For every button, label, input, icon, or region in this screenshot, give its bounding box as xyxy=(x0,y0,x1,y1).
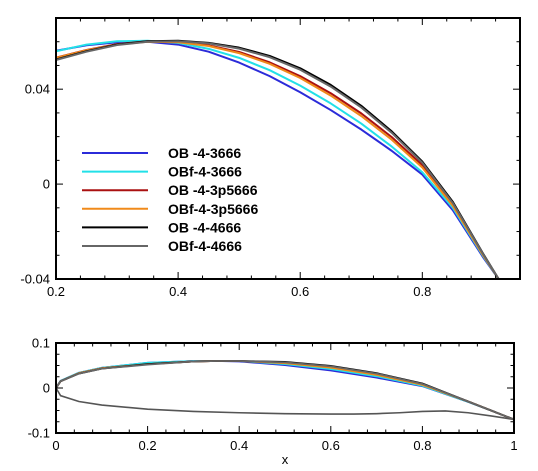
legend-label: OBf-4-3666 xyxy=(168,164,242,180)
legend-label: OBf-4-3p5666 xyxy=(168,201,258,217)
top-frame xyxy=(55,17,521,280)
x-tick-label: 0.6 xyxy=(291,284,309,299)
series-line-3 xyxy=(56,40,500,279)
x-tick-label: 0.2 xyxy=(139,438,157,453)
y-tick-label: -0.1 xyxy=(28,426,50,441)
lower-surface-line xyxy=(56,387,514,421)
x-tick-label: 1 xyxy=(510,438,517,453)
series-line-1 xyxy=(56,40,500,279)
x-tick-label: 0.4 xyxy=(230,438,248,453)
series-line-4 xyxy=(56,40,500,279)
legend-label: OBf-4-4666 xyxy=(168,238,242,254)
y-tick-label: 0 xyxy=(43,177,50,192)
zoomed-upper-surface-chart: 0.2 0.4 0.6 0.8 -0.04 0 0.04 OB -4-3666 OBf-4-36… xyxy=(20,17,521,299)
full-airfoil-chart: 0 0.2 0.4 0.6 0.8 1-0.100.1x xyxy=(28,336,518,468)
bottom-plot-area xyxy=(56,360,514,421)
y-tick-label: 0.1 xyxy=(32,336,50,351)
x-axis-label: x xyxy=(282,452,289,467)
legend-label: OB -4-4666 xyxy=(168,219,241,235)
series-line-6 xyxy=(56,360,514,421)
series-line-2 xyxy=(56,39,500,279)
y-tick-label: -0.04 xyxy=(20,272,50,287)
bottom-frame xyxy=(55,342,515,434)
y-tick-label: 0.04 xyxy=(25,82,50,97)
x-tick-label: 0 xyxy=(52,438,59,453)
series-line-5 xyxy=(56,39,500,279)
top-plot-area xyxy=(56,39,500,279)
x-tick-label: 0.8 xyxy=(413,438,431,453)
x-tick-label: 0.4 xyxy=(169,284,187,299)
legend-label: OB -4-3p5666 xyxy=(168,182,258,198)
y-tick-label: 0 xyxy=(43,381,50,396)
x-tick-label: 0.2 xyxy=(47,284,65,299)
x-tick-label: 0.8 xyxy=(413,284,431,299)
legend-label: OB -4-3666 xyxy=(168,145,241,161)
legend: OB -4-3666 OBf-4-3666 OB -4-3p5666 OBf-4-3p… xyxy=(82,145,258,254)
x-tick-label: 0.6 xyxy=(322,438,340,453)
series-line-6 xyxy=(56,40,500,279)
